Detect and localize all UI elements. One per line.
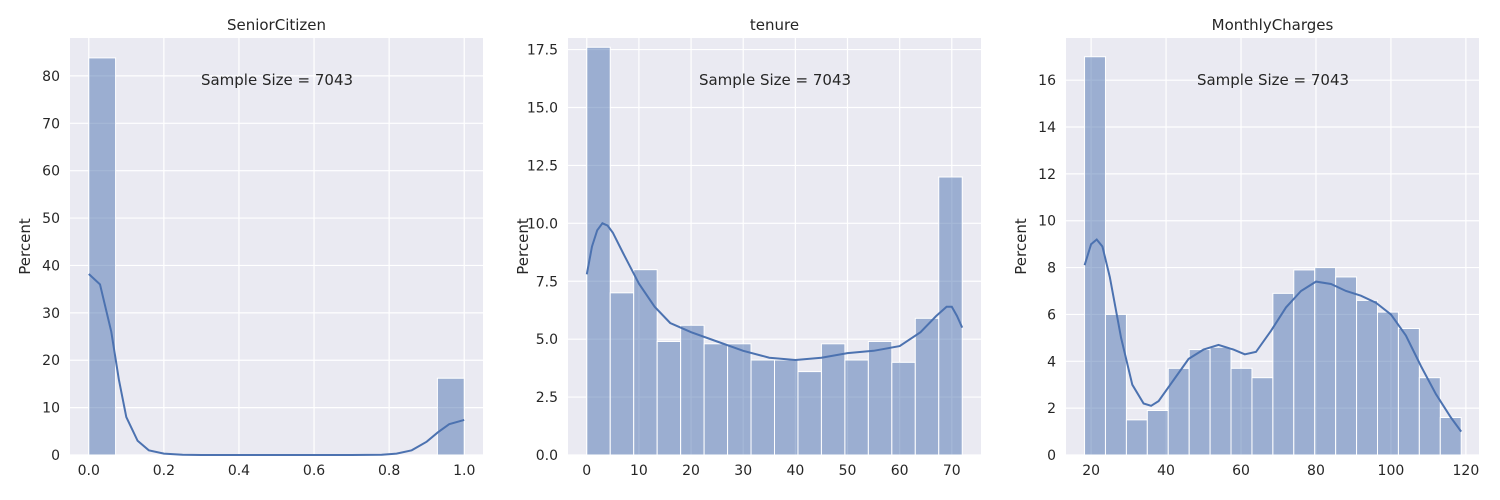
- y-tick-label: 12: [1038, 167, 1056, 183]
- y-tick-label: 4: [1047, 354, 1056, 370]
- histogram-bar: [727, 343, 752, 456]
- y-tick-label: 70: [42, 116, 60, 132]
- x-tick-label: 70: [943, 463, 961, 479]
- x-tick-label: 40: [786, 463, 804, 479]
- sample-size-annotation: Sample Size = 7043: [201, 71, 353, 89]
- panel-2: 20 40 60 80 100 120 0 2 4 6 8 10 12 14 16 MonthlyCharge…: [1012, 16, 1479, 479]
- y-tick-label: 5.0: [536, 332, 558, 348]
- y-tick-label: 16: [1038, 73, 1056, 89]
- y-tick-label: 50: [42, 211, 60, 227]
- histogram-bar: [586, 46, 611, 456]
- y-tick-label: 15.0: [527, 101, 558, 117]
- y-tick-label: 10: [1038, 214, 1056, 230]
- x-tick-label: 60: [1232, 463, 1250, 479]
- y-tick-label: 80: [42, 69, 60, 85]
- x-tick-label: 80: [1307, 463, 1325, 479]
- plot-area: [70, 38, 483, 455]
- histogram-bar: [1314, 267, 1337, 456]
- histogram-bar: [88, 57, 117, 456]
- histogram-bar: [797, 371, 822, 456]
- x-tick-label: 100: [1378, 463, 1405, 479]
- x-tick-label: 0.0: [78, 463, 100, 479]
- y-axis-label: Percent: [16, 218, 34, 275]
- histogram-bar: [633, 269, 658, 456]
- x-tick-label: 40: [1157, 463, 1175, 479]
- histogram-bar: [1377, 311, 1399, 456]
- x-tick-label: 0.6: [303, 463, 325, 479]
- x-tick-label: 20: [682, 463, 700, 479]
- y-tick-label: 0: [51, 448, 60, 464]
- chart-title: tenure: [750, 16, 799, 34]
- y-tick-label: 10.0: [527, 216, 558, 232]
- x-tick-label: 50: [839, 463, 857, 479]
- x-tick-label: 0: [582, 463, 591, 479]
- y-tick-label: 6: [1047, 307, 1056, 323]
- kde-line: [88, 273, 465, 456]
- histogram-bar: [1356, 299, 1379, 456]
- y-tick-label: 40: [42, 258, 60, 274]
- y-tick-label: 2: [1047, 401, 1056, 417]
- y-tick-label: 7.5: [536, 274, 558, 290]
- y-tick-label: 17.5: [527, 43, 558, 59]
- y-tick-label: 20: [42, 353, 60, 369]
- histogram-bar: [1439, 417, 1462, 456]
- histogram-bar: [609, 292, 635, 456]
- x-tick-label: 10: [630, 463, 648, 479]
- histogram-bar: [436, 377, 465, 456]
- histogram-bar: [844, 359, 869, 456]
- histogram-bar: [820, 343, 846, 456]
- y-tick-label: 12.5: [527, 158, 558, 174]
- histogram-bar: [750, 359, 776, 456]
- histogram-bar: [1104, 313, 1127, 456]
- histogram-bar: [1125, 419, 1148, 456]
- histogram-bar: [867, 340, 893, 456]
- kde-line: [585, 222, 964, 362]
- x-tick-label: 20: [1082, 463, 1100, 479]
- x-tick-label: 0.8: [378, 463, 400, 479]
- x-tick-label: 60: [891, 463, 909, 479]
- histogram-bar: [1397, 327, 1420, 456]
- y-axis-label: Percent: [514, 218, 532, 275]
- y-tick-label: 0: [1047, 448, 1056, 464]
- x-tick-label: 120: [1453, 463, 1480, 479]
- x-tick-label: 0.4: [228, 463, 250, 479]
- panel-0: 0.0 0.2 0.4 0.6 0.8 1.0 0 10 20 30 40 50 60 70 80 Senio…: [16, 16, 483, 479]
- histogram-bar: [1272, 292, 1295, 456]
- y-tick-label: 14: [1038, 120, 1056, 136]
- histogram-bar: [774, 359, 799, 456]
- histogram-bar: [1146, 409, 1169, 456]
- histogram-bar: [914, 317, 940, 456]
- histogram-bar: [656, 340, 682, 456]
- histogram-bar: [938, 176, 963, 456]
- x-tick-label: 30: [734, 463, 752, 479]
- x-tick-label: 1.0: [453, 463, 475, 479]
- histogram-bar: [1418, 377, 1441, 456]
- panel-1: 0 10 20 30 40 50 60 70 0.0 2.5 5.0 7.5 10.0 12.5 15.0 1…: [514, 16, 981, 479]
- y-tick-label: 0.0: [536, 448, 558, 464]
- chart-title: SeniorCitizen: [227, 16, 326, 34]
- histogram-bar: [1188, 349, 1211, 456]
- y-tick-label: 10: [42, 401, 60, 417]
- y-tick-label: 2.5: [536, 390, 558, 406]
- x-tick-label: 0.2: [153, 463, 175, 479]
- histogram-bar: [1167, 367, 1190, 456]
- y-tick-label: 60: [42, 164, 60, 180]
- histogram-bar: [1230, 367, 1253, 456]
- kde-line: [1083, 238, 1463, 433]
- histogram-bar: [1209, 346, 1232, 456]
- chart-title: MonthlyCharges: [1212, 16, 1334, 34]
- histogram-bar: [680, 324, 705, 456]
- histogram-bar: [1251, 377, 1274, 456]
- histogram-bar: [891, 361, 916, 456]
- y-tick-label: 8: [1047, 261, 1056, 277]
- sample-size-annotation: Sample Size = 7043: [699, 71, 851, 89]
- y-axis-label: Percent: [1012, 218, 1030, 275]
- histogram-bar: [703, 343, 729, 456]
- y-tick-label: 30: [42, 306, 60, 322]
- histogram-bar: [1335, 276, 1358, 456]
- sample-size-annotation: Sample Size = 7043: [1197, 71, 1349, 89]
- histogram-bar: [1293, 269, 1316, 456]
